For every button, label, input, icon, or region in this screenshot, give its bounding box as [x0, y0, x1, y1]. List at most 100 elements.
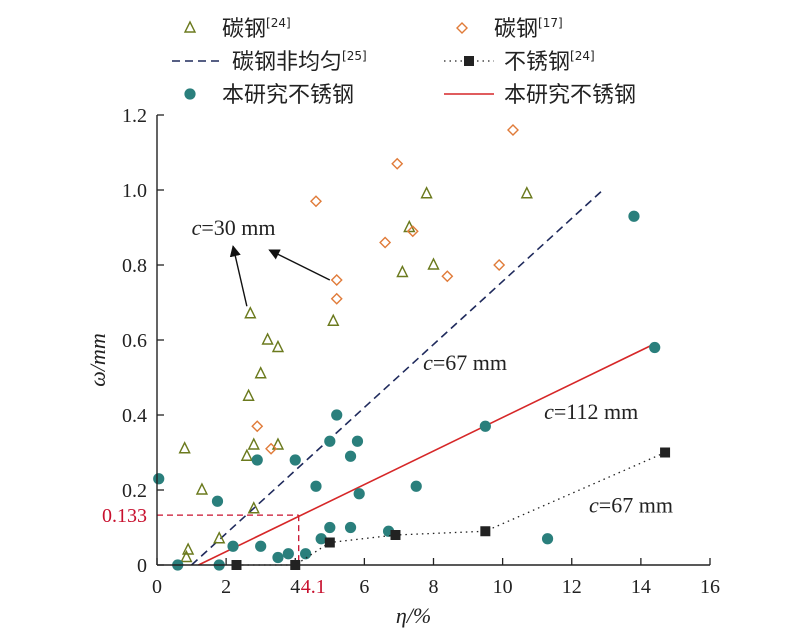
- data-point: [289, 454, 301, 466]
- data-point: [628, 210, 640, 222]
- legend-label: 本研究不锈钢: [222, 83, 354, 108]
- data-point: [271, 437, 285, 450]
- x-tick-label: 0: [152, 576, 162, 598]
- data-point: [331, 409, 343, 421]
- data-point: [244, 306, 257, 319]
- reference-y-label: 0.133: [102, 505, 147, 527]
- x-tick-label: 16: [700, 576, 720, 598]
- annotation-arrow: [229, 245, 248, 307]
- legend-item: 碳钢[24]: [183, 16, 291, 42]
- data-point: [261, 332, 274, 345]
- data-point: [390, 530, 401, 540]
- data-point: [480, 526, 491, 537]
- data-point: [265, 442, 278, 455]
- data-point: [420, 186, 433, 199]
- y-tick-label: 0.8: [122, 255, 147, 277]
- legend-marker: [184, 88, 196, 100]
- data-point: [351, 435, 364, 447]
- series-2: [251, 124, 519, 455]
- annotation-label: c=30 mm: [192, 215, 276, 240]
- y-tick-label: 0.2: [122, 480, 147, 502]
- data-point: [178, 441, 191, 454]
- legend-item: 碳钢[17]: [456, 16, 563, 42]
- x-axis-label: η/%: [396, 603, 431, 628]
- data-point: [410, 480, 422, 492]
- x-tick-label: 12: [562, 576, 582, 598]
- data-point: [479, 420, 491, 432]
- y-axis-label: ω/mm: [85, 333, 110, 386]
- data-point: [180, 549, 193, 563]
- series-1: [178, 186, 533, 563]
- data-point: [507, 124, 519, 136]
- data-point: [379, 236, 392, 249]
- data-point: [247, 501, 260, 514]
- legend-label: 本研究不锈钢: [504, 83, 636, 108]
- data-point: [251, 420, 264, 433]
- y-tick-label: 0.6: [122, 330, 147, 352]
- data-point: [227, 540, 239, 552]
- data-point: [254, 366, 267, 379]
- data-point: [541, 533, 554, 545]
- data-point: [520, 186, 533, 199]
- legend-item: 碳钢非均匀[25]: [172, 49, 367, 75]
- data-point: [344, 521, 357, 534]
- data-point: [330, 292, 343, 305]
- x-tick-label: 14: [631, 576, 651, 598]
- data-point: [344, 450, 357, 462]
- x-tick-label: 4: [290, 576, 300, 598]
- y-tick-label: 0: [137, 555, 147, 577]
- legend-item: 不锈钢[24]: [444, 49, 595, 75]
- data-point: [324, 521, 336, 534]
- data-point: [315, 533, 327, 545]
- x-tick-label: 6: [359, 576, 369, 598]
- fit-line-2: [198, 343, 656, 566]
- data-point: [195, 482, 209, 495]
- data-point: [427, 257, 440, 270]
- data-point: [282, 548, 294, 560]
- data-point: [309, 195, 322, 208]
- reference-x-label: 4.1: [301, 576, 326, 598]
- data-point: [153, 473, 165, 485]
- data-point: [255, 540, 267, 552]
- data-point: [327, 313, 340, 326]
- data-point: [324, 537, 335, 548]
- reference-lines: [157, 514, 300, 565]
- legend-label: 碳钢非均匀[25]: [232, 49, 367, 75]
- data-point: [441, 270, 454, 283]
- legend-item: 本研究不锈钢: [184, 83, 354, 108]
- data-point: [396, 264, 409, 278]
- series-3: [153, 210, 661, 571]
- fit-line-1: [191, 189, 604, 566]
- legend-item: 本研究不锈钢: [444, 83, 636, 108]
- y-tick-label: 1.0: [122, 180, 147, 202]
- data-point: [330, 274, 343, 286]
- annotation-label: c=67 mm: [589, 493, 673, 518]
- data-point: [240, 448, 253, 461]
- data-point: [353, 488, 365, 500]
- y-tick-label: 0.4: [122, 405, 147, 427]
- legend-label: 碳钢[17]: [494, 16, 563, 42]
- legend-label: 碳钢[24]: [222, 16, 291, 42]
- data-point: [251, 454, 263, 466]
- data-point: [649, 341, 661, 354]
- data-point: [660, 447, 671, 458]
- data-point: [391, 157, 404, 170]
- data-point: [493, 259, 506, 271]
- series-4-connector: [236, 451, 666, 566]
- x-tick-label: 8: [429, 576, 439, 598]
- legend-label: 不锈钢[24]: [504, 49, 595, 75]
- x-tick-label: 2: [221, 576, 231, 598]
- data-point: [324, 435, 336, 447]
- data-point: [271, 339, 285, 353]
- x-tick-label: 10: [493, 576, 513, 598]
- data-point: [181, 542, 195, 555]
- data-point: [242, 388, 255, 401]
- data-point: [300, 548, 312, 560]
- y-tick-label: 1.2: [122, 105, 147, 127]
- data-point: [310, 480, 322, 492]
- data-point: [213, 531, 226, 544]
- legend: 碳钢[24] 碳钢[17] 碳钢非均匀[25] 不锈钢[24] 本研究不锈钢 本研究不锈钢: [172, 16, 636, 108]
- annotation-label: c=67 mm: [423, 350, 507, 375]
- data-point: [211, 495, 224, 507]
